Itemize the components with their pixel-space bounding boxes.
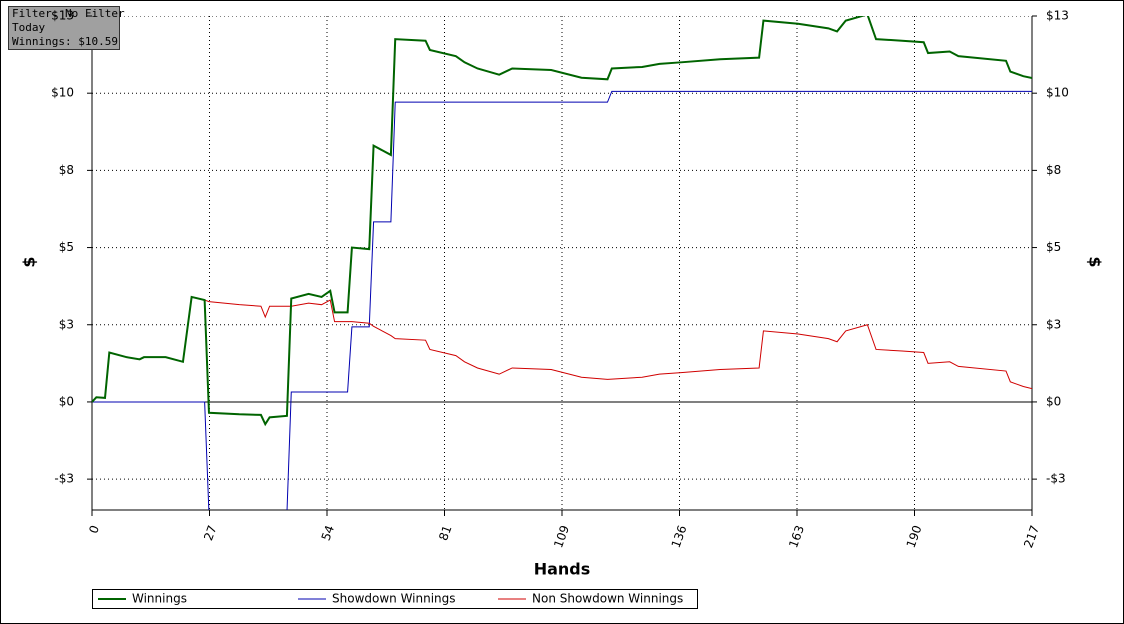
x-tick-label: 81: [436, 523, 454, 542]
x-axis-label: Hands: [534, 560, 591, 579]
y2-tick-label: -$3: [1046, 472, 1066, 486]
series-line: [92, 90, 1032, 510]
x-tick-label: 54: [319, 523, 337, 542]
legend-label: Showdown Winnings: [332, 592, 456, 606]
y-tick-label: $8: [59, 163, 74, 177]
y-tick-label: $10: [51, 86, 74, 100]
y2-tick-label: $5: [1046, 240, 1061, 254]
y2-tick-label: $3: [1046, 317, 1061, 331]
y-tick-label: $5: [59, 240, 74, 254]
filter-note: Filter: No Filter: [12, 7, 125, 20]
y-tick-label: -$3: [54, 472, 74, 486]
y-tick-label: $13: [51, 9, 74, 23]
legend-label: Winnings: [132, 592, 187, 606]
info-box: [8, 6, 120, 50]
y-tick-label: $3: [59, 317, 74, 331]
y2-tick-label: $10: [1046, 86, 1069, 100]
y-tick-label: $0: [59, 394, 74, 408]
x-tick-label: 27: [201, 523, 219, 542]
y-axis-label: $: [20, 256, 39, 267]
period-note: Today: [12, 21, 45, 34]
winnings-note: Winnings: $10.59: [12, 35, 118, 48]
y2-tick-label: $13: [1046, 9, 1069, 23]
legend-label: Non Showdown Winnings: [532, 592, 683, 606]
legend: [92, 589, 698, 609]
x-tick-label: 0: [86, 523, 102, 535]
series-line: [92, 16, 1032, 427]
y2-axis-label: $: [1086, 256, 1105, 267]
y2-tick-label: $8: [1046, 163, 1061, 177]
plot-area: [92, 16, 1032, 510]
y2-tick-label: $0: [1046, 394, 1061, 408]
